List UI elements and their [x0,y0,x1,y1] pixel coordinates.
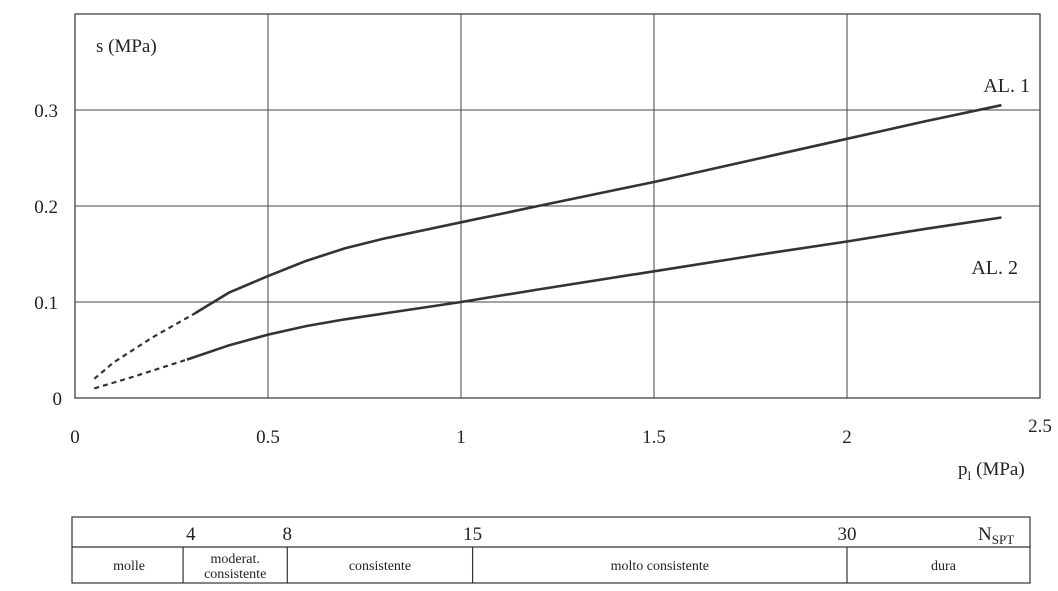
series-line [193,103,1002,315]
series-line-dashed [93,312,196,380]
x-axis-title-sub: l [968,468,972,483]
y-tick-label: 0.3 [34,101,58,122]
series-label: AL. 2 [971,257,1018,279]
series-lines: AL. 1 AL. 2 [93,75,1030,390]
x-tick-label: 1 [456,427,466,448]
nspt-label-sub: SPT [992,532,1014,547]
nspt-tick-label: 4 [186,524,196,545]
x-tick-label: 1.5 [642,427,666,448]
x-tick-label: 0.5 [256,427,280,448]
consistency-band-label: consistente [349,559,411,574]
consistency-band-label: moderat. consistente [204,552,266,582]
nspt-label-main: N [978,524,992,545]
x-tick-label: 2 [842,427,852,448]
x-axis-title-main: p [958,459,968,480]
y-tick-label: 0 [53,389,63,410]
series-line-dashed [93,358,188,390]
nspt-tick-label: 8 [283,524,293,545]
consistency-band-line: consistente [204,567,266,582]
y-tick-label: 0.2 [34,197,58,218]
nspt-tick-label: 15 [463,524,482,545]
consistency-band-label: molle [113,559,145,574]
x-tick-label: 0 [70,427,80,448]
x-tick-label: 2.5 [1028,416,1052,437]
nspt-label: NSPT [978,524,1014,547]
y-tick-label: 0.1 [34,293,58,314]
y-axis-title: s (MPa) [96,36,157,57]
axis-labels: 0 0.5 1 1.5 2 2.5 0 0.1 0.2 0.3 [34,101,1052,448]
table-frame [71,516,1031,584]
consistency-band-label: molto consistente [611,559,709,574]
grid [74,13,1041,399]
series-line [186,216,1002,361]
series-label: AL. 1 [983,75,1030,97]
nspt-tick-label: 30 [838,524,857,545]
consistency-band-label: dura [931,559,957,574]
x-axis-title: pl (MPa) [958,459,1025,483]
x-axis-title-unit: (MPa) [976,459,1025,480]
consistency-band-line: moderat. [211,552,260,567]
